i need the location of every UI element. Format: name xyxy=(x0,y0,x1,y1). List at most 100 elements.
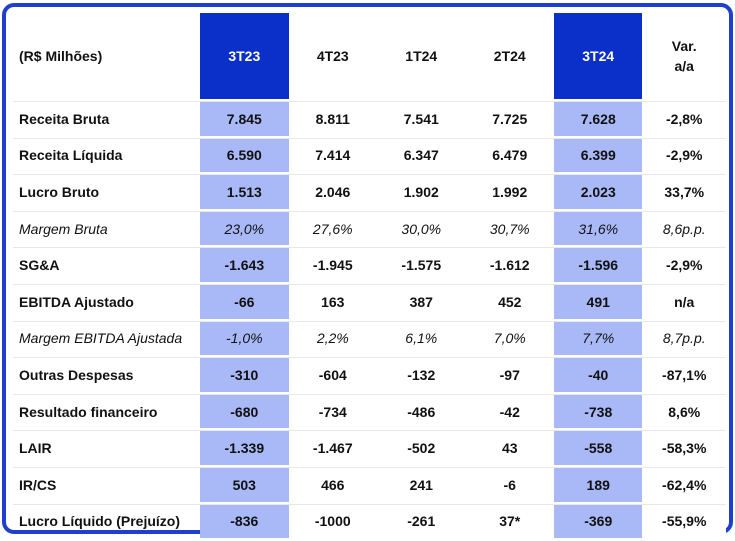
cell-value: -40 xyxy=(553,357,643,394)
cell-value: 7.845 xyxy=(200,101,289,138)
table-frame: (R$ Milhões) 3T23 4T23 1T24 2T24 3T24 Va… xyxy=(2,3,733,541)
cell-value: 6,1% xyxy=(377,320,466,358)
row-label: EBITDA Ajustado xyxy=(13,283,201,321)
cell-value: -1.575 xyxy=(377,247,466,284)
cell-value: 2.046 xyxy=(288,174,378,211)
cell-value: 7,7% xyxy=(553,320,643,358)
cell-value: 43 xyxy=(465,430,554,467)
cell-value: -1.612 xyxy=(465,247,554,284)
table-row: Margem Bruta 23,0% 27,6% 30,0% 30,7% 31,6% 8,6… xyxy=(13,210,726,248)
cell-value: -738 xyxy=(553,393,643,431)
cell-value: 2.023 xyxy=(553,174,643,211)
cell-value: 30,0% xyxy=(377,210,466,248)
cell-var: 33,7% xyxy=(642,174,726,211)
header-col-2t24: 2T24 xyxy=(465,13,554,101)
table-row: Lucro Bruto 1.513 2.046 1.902 1.992 2.023 33,7… xyxy=(13,174,726,211)
cell-value: 7.541 xyxy=(377,101,466,138)
cell-value: -558 xyxy=(553,430,643,467)
cell-var: 8,7p.p. xyxy=(642,320,726,358)
cell-value: 241 xyxy=(377,466,466,504)
cell-value: -680 xyxy=(200,393,289,431)
table-row: Resultado financeiro -680 -734 -486 -42 -738 8… xyxy=(13,393,726,431)
cell-value: 163 xyxy=(288,283,378,321)
cell-var: -2,9% xyxy=(642,137,726,175)
row-label: Margem Bruta xyxy=(13,210,201,248)
cell-value: 452 xyxy=(465,283,554,321)
row-label: LAIR xyxy=(13,430,201,467)
cell-value: 31,6% xyxy=(553,210,643,248)
cell-value: -132 xyxy=(377,357,466,394)
cell-value: -502 xyxy=(377,430,466,467)
cell-value: -1.339 xyxy=(200,430,289,467)
cell-value: -604 xyxy=(288,357,378,394)
cell-var: 8,6p.p. xyxy=(642,210,726,248)
cell-value: 466 xyxy=(288,466,378,504)
cell-var: -87,1% xyxy=(642,357,726,394)
header-col-var: Var. a/a xyxy=(642,13,726,101)
cell-var: n/a xyxy=(642,283,726,321)
cell-value: 30,7% xyxy=(465,210,554,248)
header-col-4t23: 4T23 xyxy=(288,13,378,101)
cell-value: -42 xyxy=(465,393,554,431)
cell-value: 6.399 xyxy=(553,137,643,175)
row-label: Margem EBITDA Ajustada xyxy=(13,320,201,358)
cell-var: -2,8% xyxy=(642,101,726,138)
cell-var: -62,4% xyxy=(642,466,726,504)
row-label: Lucro Bruto xyxy=(13,174,201,211)
cell-value: -261 xyxy=(377,503,466,541)
cell-value: 387 xyxy=(377,283,466,321)
cell-value: 1.992 xyxy=(465,174,554,211)
table-row: LAIR -1.339 -1.467 -502 43 -558 -58,3% xyxy=(13,430,726,467)
cell-value: -836 xyxy=(200,503,289,541)
cell-value: 7.628 xyxy=(553,101,643,138)
header-col-3t23: 3T23 xyxy=(200,13,289,101)
cell-value: -97 xyxy=(465,357,554,394)
cell-value: -1.643 xyxy=(200,247,289,284)
cell-value: 8.811 xyxy=(288,101,378,138)
cell-value: -66 xyxy=(200,283,289,321)
cell-value: 7.414 xyxy=(288,137,378,175)
row-label: Resultado financeiro xyxy=(13,393,201,431)
cell-value: 7.725 xyxy=(465,101,554,138)
header-label: (R$ Milhões) xyxy=(13,13,201,101)
cell-value: 6.347 xyxy=(377,137,466,175)
cell-value: -1,0% xyxy=(200,320,289,358)
cell-value: 7,0% xyxy=(465,320,554,358)
cell-value: -369 xyxy=(553,503,643,541)
table-row: Receita Líquida 6.590 7.414 6.347 6.479 6.399… xyxy=(13,137,726,175)
cell-value: 2,2% xyxy=(288,320,378,358)
row-label: Outras Despesas xyxy=(13,357,201,394)
header-col-1t24: 1T24 xyxy=(377,13,466,101)
row-label: Receita Bruta xyxy=(13,101,201,138)
cell-value: 1.513 xyxy=(200,174,289,211)
cell-value: -486 xyxy=(377,393,466,431)
cell-value: 1.902 xyxy=(377,174,466,211)
cell-var: -58,3% xyxy=(642,430,726,467)
cell-value: 37* xyxy=(465,503,554,541)
row-label: IR/CS xyxy=(13,466,201,504)
table-row: IR/CS 503 466 241 -6 189 -62,4% xyxy=(13,466,726,504)
table-row: Receita Bruta 7.845 8.811 7.541 7.725 7.628 -2… xyxy=(13,101,726,138)
table-row: EBITDA Ajustado -66 163 387 452 491 n/a xyxy=(13,283,726,321)
cell-var: -55,9% xyxy=(642,503,726,541)
header-col-3t24: 3T24 xyxy=(553,13,643,101)
table-row: Outras Despesas -310 -604 -132 -97 -40 -87,1% xyxy=(13,357,726,394)
row-label: Lucro Líquido (Prejuízo) xyxy=(13,503,201,541)
table-row: Margem EBITDA Ajustada -1,0% 2,2% 6,1% 7,0% 7… xyxy=(13,320,726,358)
cell-value: 6.590 xyxy=(200,137,289,175)
cell-var: -2,9% xyxy=(642,247,726,284)
row-label: SG&A xyxy=(13,247,201,284)
cell-value: -1.945 xyxy=(288,247,378,284)
cell-value: -1.596 xyxy=(553,247,643,284)
cell-value: -1.467 xyxy=(288,430,378,467)
cell-value: 6.479 xyxy=(465,137,554,175)
cell-value: 189 xyxy=(553,466,643,504)
table-row: Lucro Líquido (Prejuízo) -836 -1000 -261 37*… xyxy=(13,503,726,541)
table-row: SG&A -1.643 -1.945 -1.575 -1.612 -1.596 -2,9% xyxy=(13,247,726,284)
cell-value: -310 xyxy=(200,357,289,394)
cell-value: -1000 xyxy=(288,503,378,541)
table-header-row: (R$ Milhões) 3T23 4T23 1T24 2T24 3T24 Va… xyxy=(13,13,726,101)
financial-table: (R$ Milhões) 3T23 4T23 1T24 2T24 3T24 Va… xyxy=(13,13,726,541)
cell-value: 23,0% xyxy=(200,210,289,248)
cell-value: -6 xyxy=(465,466,554,504)
